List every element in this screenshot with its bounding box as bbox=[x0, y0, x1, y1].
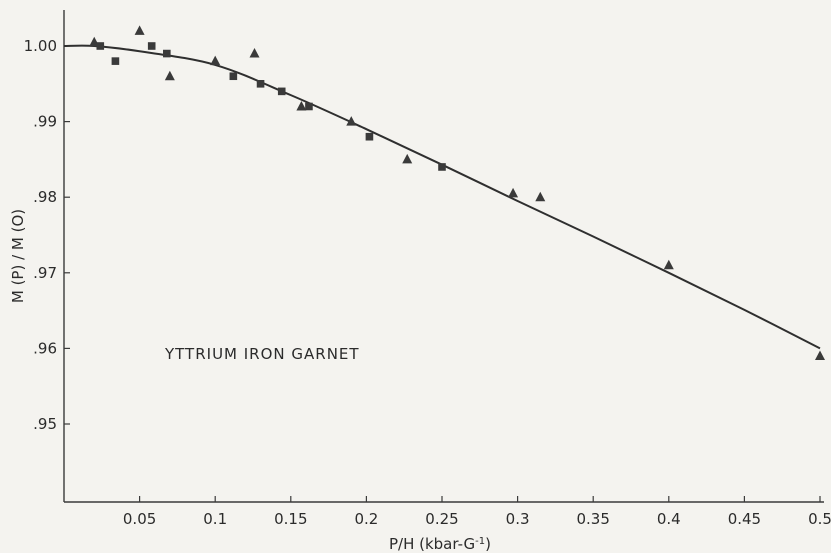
x-tick-label: 0.3 bbox=[506, 510, 530, 528]
square-point bbox=[96, 42, 105, 50]
x-axis-title: P/H (kbar-G-1) bbox=[389, 535, 491, 553]
triangle-point bbox=[815, 350, 825, 360]
triangle-point bbox=[296, 100, 307, 111]
square-point bbox=[147, 42, 156, 50]
x-tick-label: 0.05 bbox=[123, 510, 156, 528]
x-axis-title-superscript: -1 bbox=[475, 536, 485, 547]
x-tick-label: 0.35 bbox=[576, 510, 609, 528]
x-tick-label: 0.2 bbox=[354, 510, 378, 528]
ticks: 0.05 0.1 0.15 0.2 0.25 0.3 0.35 0.4 0.45 0.5 1.00.… bbox=[24, 37, 831, 528]
triangle-point bbox=[249, 48, 260, 58]
square-point bbox=[163, 49, 171, 58]
triangle-point bbox=[346, 116, 357, 126]
x-axis-title-main: P/H (kbar-G bbox=[389, 535, 475, 553]
y-tick-label: .99 bbox=[33, 113, 57, 131]
y-tick-label: .96 bbox=[33, 339, 57, 357]
x-tick-label: 0.4 bbox=[657, 510, 681, 528]
triangle-point bbox=[508, 187, 519, 198]
triangle-point bbox=[535, 191, 546, 202]
square-point bbox=[229, 72, 238, 81]
x-tick-label: 0.1 bbox=[203, 510, 227, 528]
triangle-point bbox=[210, 55, 221, 66]
triangle-point bbox=[134, 25, 145, 35]
data-points bbox=[89, 25, 825, 360]
x-axis-title-close: ) bbox=[485, 535, 491, 553]
x-tick-label: 0.45 bbox=[728, 510, 761, 528]
fit-curve bbox=[63, 44, 821, 350]
axes bbox=[63, 10, 824, 503]
x-tick-label: 0.25 bbox=[425, 510, 458, 528]
triangle-point bbox=[663, 259, 674, 270]
square-point bbox=[277, 87, 286, 96]
triangle-point bbox=[164, 70, 175, 81]
y-tick-label: .97 bbox=[33, 264, 57, 282]
y-axis-title: M (P) / M (O) bbox=[9, 209, 27, 303]
square-point bbox=[111, 57, 120, 65]
y-tick-label: .98 bbox=[33, 188, 57, 206]
x-tick-label: 0.15 bbox=[274, 510, 307, 528]
square-point bbox=[256, 80, 265, 88]
square-point bbox=[365, 132, 374, 141]
triangle-point bbox=[402, 153, 413, 164]
x-tick-label: 0.5 bbox=[808, 510, 831, 528]
annotation-label: YTTRIUM IRON GARNET bbox=[164, 345, 360, 363]
y-tick-label: 1.00 bbox=[24, 37, 57, 55]
square-point bbox=[305, 102, 313, 111]
square-point bbox=[438, 163, 446, 171]
y-tick-label: .95 bbox=[33, 415, 57, 433]
